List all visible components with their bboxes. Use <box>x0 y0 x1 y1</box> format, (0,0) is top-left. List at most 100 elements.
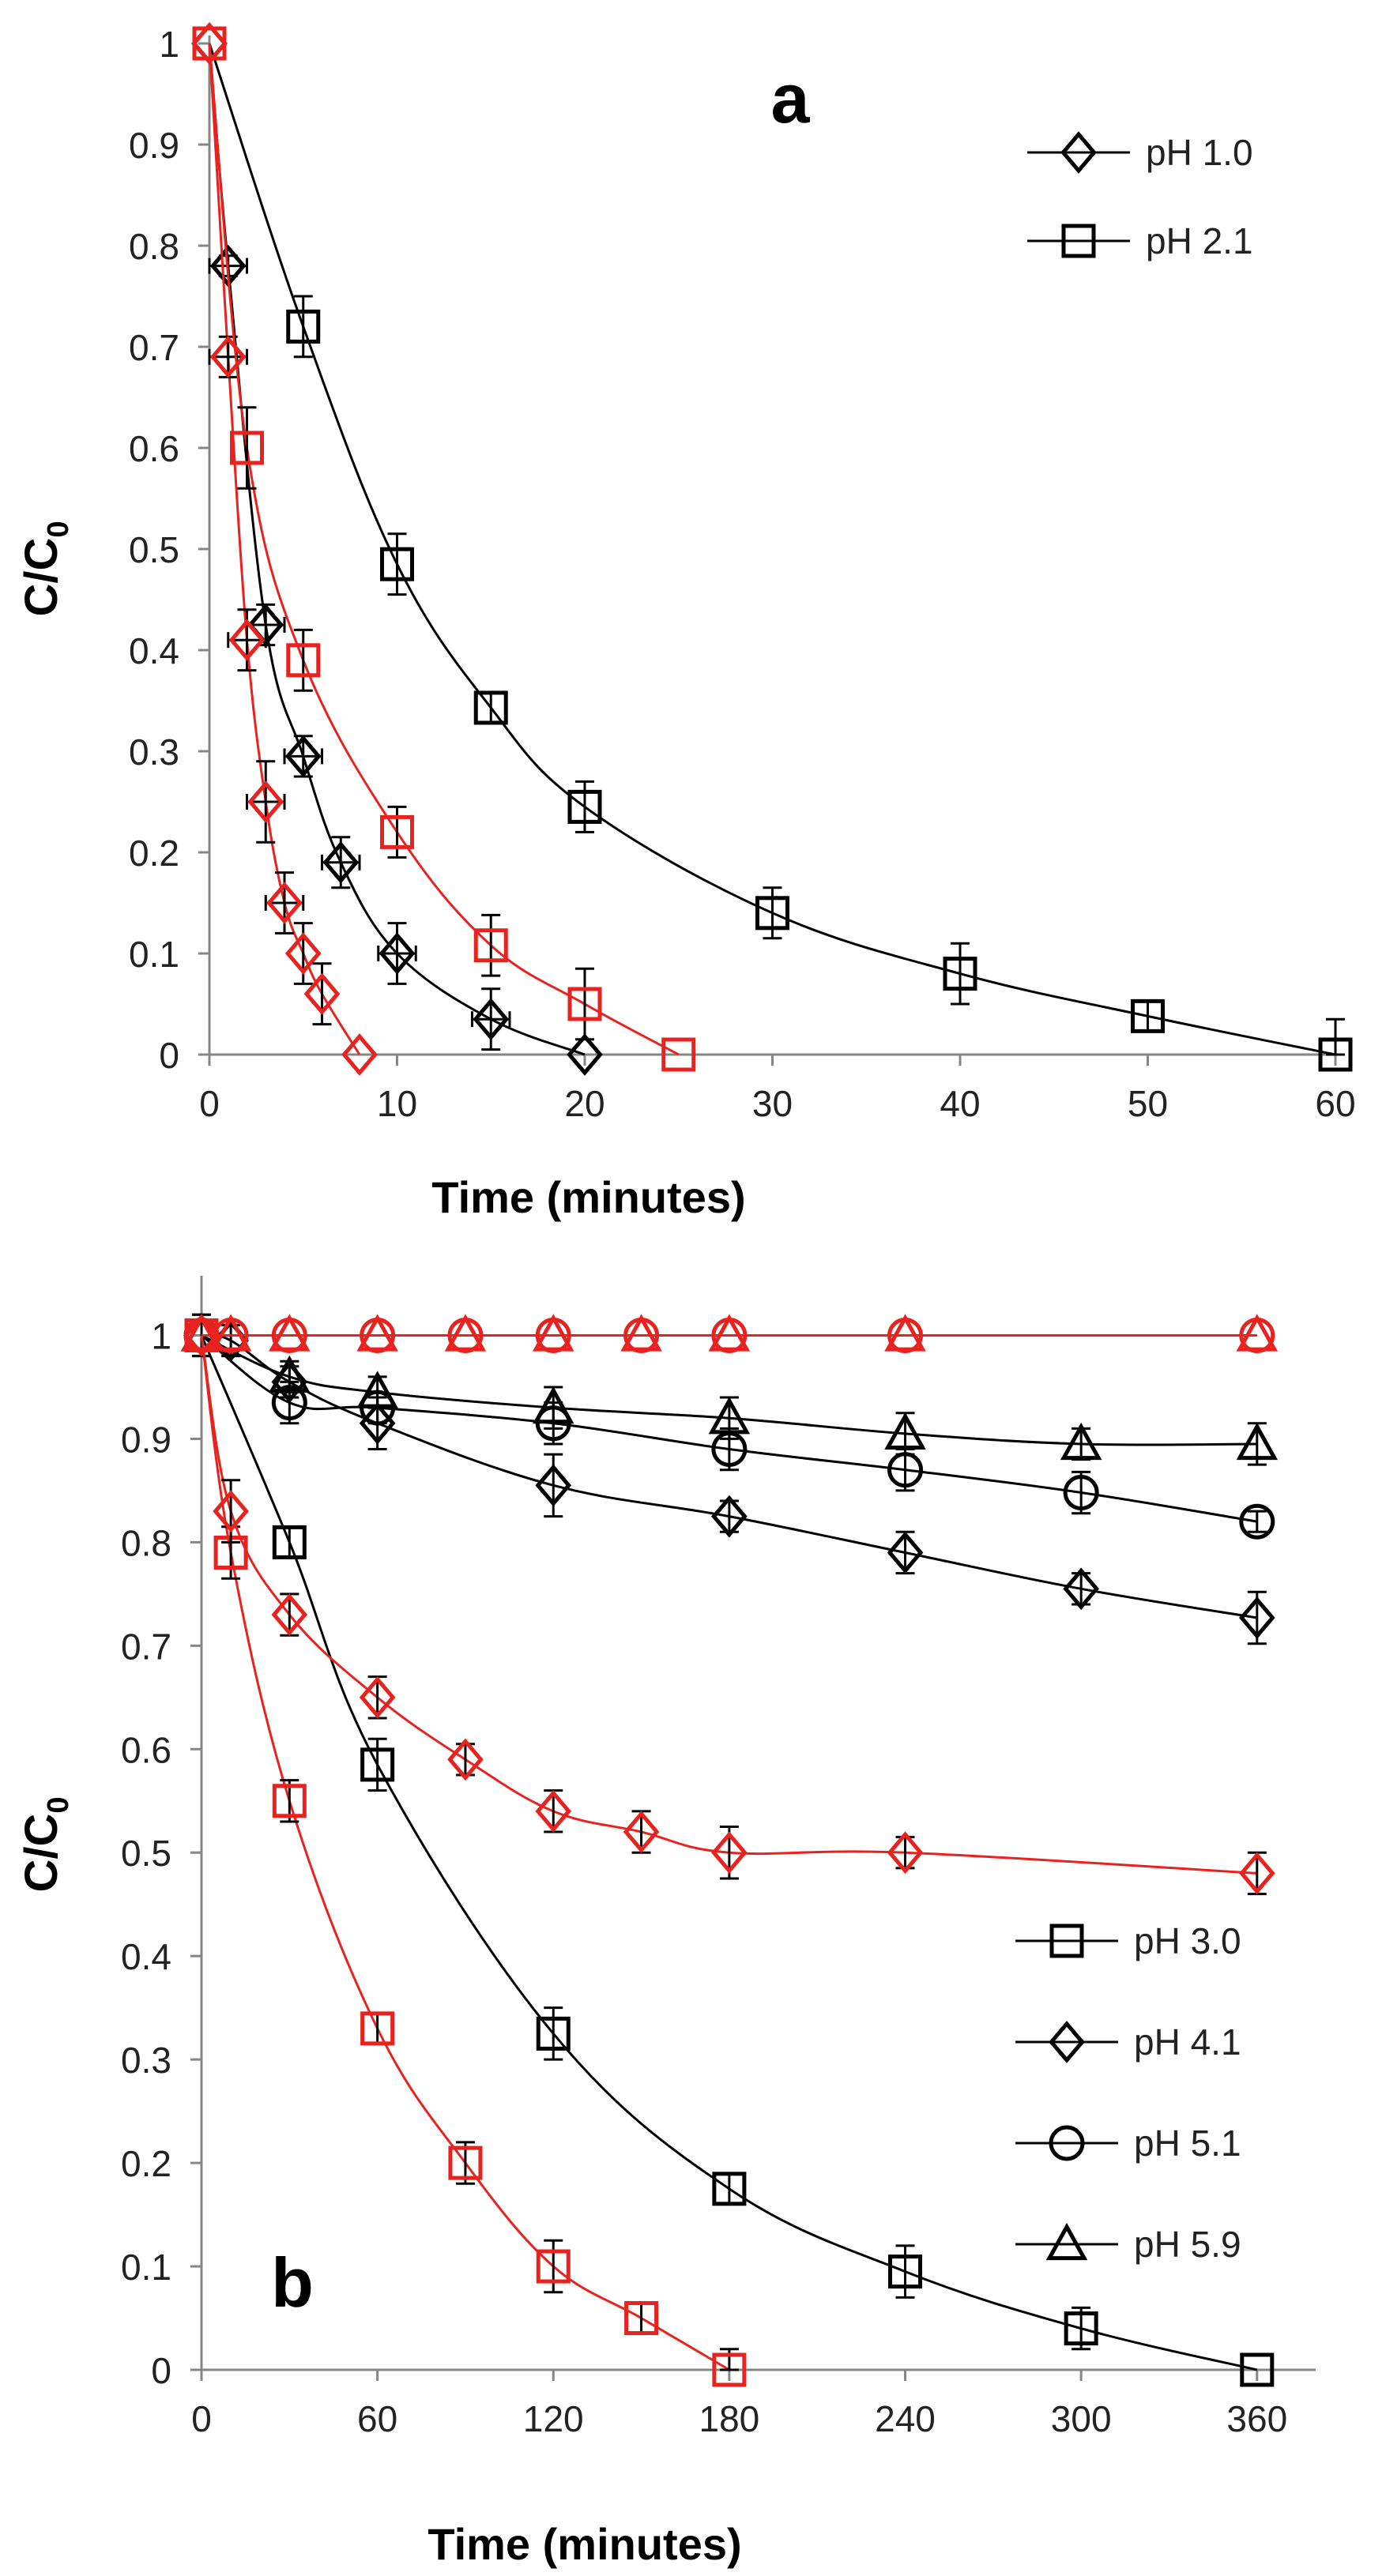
panel-b-data-point-square <box>712 2352 747 2387</box>
panel-b-legend: pH 3.0 pH 4.1 pH 5.1 pH 5.9 <box>1015 1920 1241 2265</box>
panel-a-axes: 00.10.20.30.40.50.60.70.80.910 10 20 30 40 50… <box>129 24 1356 1124</box>
panel-a-y-tick-label: 0.3 <box>129 731 179 773</box>
panel-a-x-tick-label: 50 <box>1128 1083 1168 1124</box>
panel-a-y-tick-label: 0.9 <box>129 125 179 166</box>
panel-b-data-point-diamond <box>1238 1852 1275 1895</box>
panel-b-legend-marker-diamond <box>1049 2021 1085 2063</box>
panel-b-data-point-triangle <box>884 1314 926 1352</box>
panel-b-series-line <box>200 1334 1258 2371</box>
panel-a-data-point-diamond <box>303 972 341 1016</box>
panel-a-data-point-diamond <box>379 932 416 975</box>
panel-b-data-point-circle <box>1063 1475 1099 1511</box>
panel-b-plot-area <box>180 1313 1279 2387</box>
panel-b-data-point-square <box>624 2301 659 2336</box>
panel-b-legend-marker-circle <box>1049 2125 1085 2161</box>
panel-a-y-axis-title-main: C/C <box>16 538 67 617</box>
panel-a-data-point-square <box>661 1037 696 1072</box>
panel-b-y-tick-label: 0.6 <box>121 1729 171 1770</box>
panel-a-data-point-square <box>380 547 414 581</box>
panel-b-data-point-diamond <box>711 1495 748 1538</box>
panel-a-legend-marker-diamond <box>1060 131 1097 174</box>
panel-b-data-point-triangle <box>1236 1314 1279 1352</box>
panel-b-legend-label: pH 5.9 <box>1134 2224 1241 2265</box>
panel-b-data-point-square <box>888 2254 923 2289</box>
panel-b-legend-marker-triangle <box>1045 2222 1088 2261</box>
panel-a-data-point-square <box>1131 998 1165 1033</box>
panel-b-y-tick-label: 0.7 <box>121 1626 171 1667</box>
panel-a-data-point-square <box>755 896 789 931</box>
panel-b-data-point-diamond <box>711 1831 748 1875</box>
panel-a-y-tick-label: 0.1 <box>129 934 179 975</box>
panel-b-data-point-square <box>272 1784 307 1818</box>
panel-a-data-point-square <box>943 957 977 991</box>
panel-a-data-point-diamond <box>191 22 228 65</box>
panel-b-x-tick-label: 240 <box>875 2398 936 2439</box>
panel-b-data-point-triangle <box>1236 1422 1279 1461</box>
panel-b-data-point-triangle <box>356 1371 398 1408</box>
panel-b-legend-label: pH 3.0 <box>1134 1920 1241 1961</box>
panel-b-data-point-diamond <box>623 1811 660 1853</box>
panel-b-data-point-square <box>360 2011 395 2046</box>
panel-b-data-point-triangle <box>708 1397 751 1435</box>
panel-a-x-tick-label: 0 <box>199 1083 220 1124</box>
panel-b-legend-label: pH 4.1 <box>1134 2021 1241 2063</box>
panel-a-y-tick-label: 0.8 <box>129 226 179 267</box>
panel-a-data-point-diamond <box>341 1033 378 1076</box>
panel-b-data-point-square <box>712 2172 747 2206</box>
panel-b-y-axis-title-subscript: 0 <box>42 1796 75 1813</box>
panel-b-y-tick-label: 0.2 <box>121 2143 171 2184</box>
panel-b-y-tick-label: 0.8 <box>121 1522 171 1563</box>
panel-b-x-tick-label: 360 <box>1226 2398 1287 2439</box>
panel-a-data-point-diamond <box>266 882 303 924</box>
panel-b-x-tick-label: 120 <box>523 2398 584 2439</box>
panel-a: a Time (minutes) C/C0 00.10.20.30.40.50.… <box>16 22 1356 1222</box>
panel-b-data-point-diamond <box>213 1490 249 1532</box>
panel-a-data-point-diamond <box>473 998 510 1041</box>
panel-b-x-axis-title: Time (minutes) <box>427 2519 741 2569</box>
panel-b-data-point-triangle <box>884 1412 926 1450</box>
panel-b-x-tick-label: 300 <box>1051 2398 1112 2439</box>
panel-b-y-axis-title-main: C/C <box>16 1814 67 1893</box>
panel-a-legend-label: pH 1.0 <box>1146 132 1253 173</box>
panel-a-data-point-diamond <box>247 780 284 823</box>
panel-b-data-point-triangle <box>356 1314 398 1352</box>
panel-a-legend-marker-square <box>1061 224 1096 258</box>
panel-a-y-tick-label: 0.2 <box>129 833 179 874</box>
panel-b-series-8 <box>180 1314 1279 1352</box>
panel-a-data-point-square <box>286 643 321 678</box>
panel-b-label: b <box>271 2243 314 2322</box>
panel-b-data-point-square <box>448 2145 483 2180</box>
panel-a-y-tick-label: 0 <box>159 1035 179 1076</box>
panel-b-legend-label: pH 5.1 <box>1134 2123 1241 2164</box>
panel-b-data-point-triangle <box>533 1386 574 1424</box>
panel-b-data-point-square <box>360 1747 395 1782</box>
panel-a-y-tick-label: 0.7 <box>129 327 179 368</box>
panel-a-y-axis-title-subscript: 0 <box>42 521 75 537</box>
panel-b-y-tick-label: 0 <box>151 2350 171 2391</box>
panel-a-x-tick-label: 30 <box>752 1083 793 1124</box>
panel-a-y-tick-label: 0.4 <box>129 630 179 671</box>
panel-b-data-point-diamond <box>535 1464 572 1507</box>
panel-b-axes: 0 0.1 0.2 0.3 0.4 0.5 0.6 0.7 0.8 0.9 1 0 60 120 180 24… <box>121 1276 1316 2439</box>
panel-a-y-tick-label: 0.5 <box>129 529 179 570</box>
panel-b-x-tick-label: 0 <box>191 2398 212 2439</box>
panel-b-y-tick-label: 0.3 <box>121 2040 171 2081</box>
panel-a-data-point-square <box>230 431 264 465</box>
panel-b-x-tick-label: 180 <box>699 2398 760 2439</box>
panel-a-legend: pH 1.0 pH 2.1 <box>1027 131 1253 261</box>
panel-a-data-point-square <box>473 690 508 725</box>
panel-b-data-point-diamond <box>535 1789 572 1833</box>
panel-b-data-point-diamond <box>1063 1567 1099 1611</box>
panel-a-data-point-diamond <box>322 840 360 884</box>
panel-b-series-line <box>201 1334 1258 1523</box>
panel-b-data-point-square <box>536 2016 571 2051</box>
panel-b-data-point-triangle <box>269 1314 311 1352</box>
panel-a-data-point-diamond <box>228 619 266 662</box>
panel-a-data-point-square <box>567 789 602 824</box>
panel-a-x-tick-label: 60 <box>1315 1083 1355 1124</box>
panel-a-y-axis-title: C/C0 <box>16 521 75 616</box>
panel-b-y-tick-label: 0.4 <box>121 1936 171 1977</box>
